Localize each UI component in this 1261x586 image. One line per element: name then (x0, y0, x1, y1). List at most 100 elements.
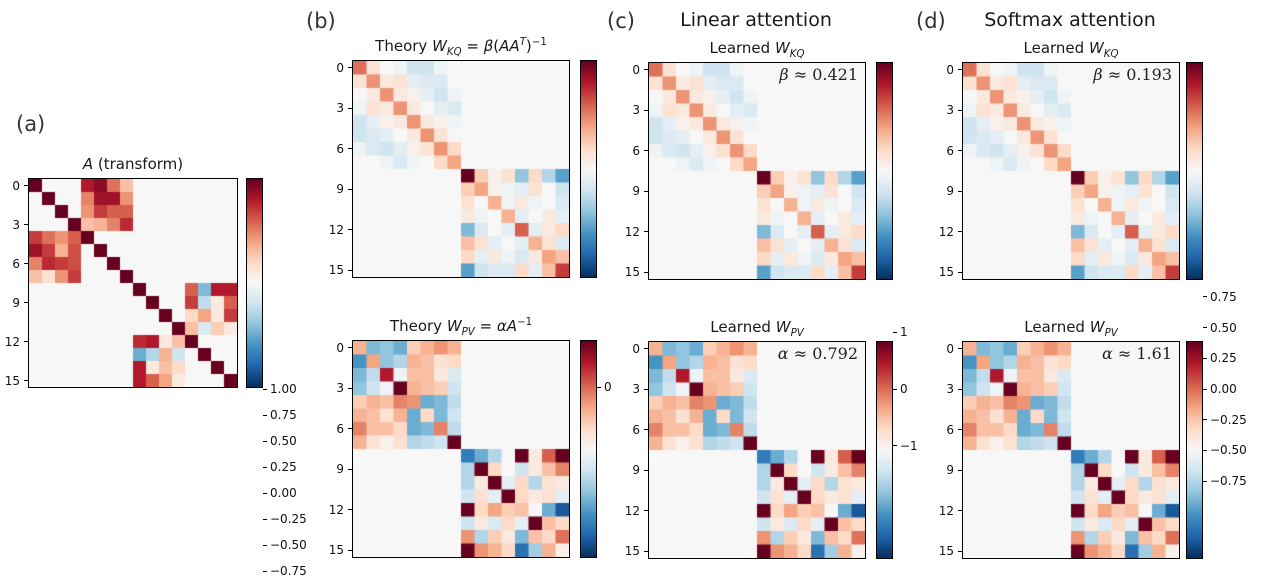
y-tick-label: 3 (946, 382, 954, 397)
colorbar-tick-mark (263, 388, 267, 390)
y-tick-mark (958, 348, 962, 350)
colorbar-tick-label: 0.25 (1210, 351, 1237, 366)
panel-label-c: (c) (607, 9, 635, 33)
y-tick-label: 15 (624, 544, 640, 559)
heatmap-canvas (352, 60, 570, 278)
plot-title: Learned WKQ (709, 39, 805, 60)
colorbar-tick-mark (263, 414, 267, 416)
panel-label-a: (a) (16, 112, 46, 136)
y-tick-label: 12 (938, 224, 954, 239)
colorbar-tick-label: −0.25 (1210, 412, 1247, 427)
y-tick-label: 0 (632, 341, 640, 356)
y-tick-label: 0 (336, 60, 344, 75)
header-softmax-attention: Softmax attention (984, 9, 1156, 31)
y-tick-label: 0 (632, 62, 640, 77)
heatmap-canvas (962, 62, 1180, 280)
y-tick-mark (644, 109, 648, 111)
colorbar: 0.75 0.50 0.25 0.00 −0.25 −0.50 −0.75 (1186, 62, 1247, 488)
y-tick-mark (958, 388, 962, 390)
colorbar-tick-label: 0.00 (270, 486, 297, 500)
y-tick-label: 12 (4, 334, 20, 349)
y-tick-label: 3 (336, 381, 344, 396)
y-tick-label: 3 (632, 103, 640, 118)
beta-annotation: β ≈ 0.421 (779, 65, 858, 84)
colorbar-tick-mark (263, 570, 267, 572)
y-tick-label: 3 (946, 103, 954, 118)
plot-title: Learned WPV (710, 318, 804, 339)
y-tick-mark (958, 271, 962, 273)
y-tick-mark (348, 509, 352, 511)
y-tick-label: 0 (946, 62, 954, 77)
colorbar-tick-label: 0.25 (270, 460, 297, 474)
y-tick-mark (958, 150, 962, 152)
y-tick-label: 6 (946, 143, 954, 158)
y-tick-label: 15 (624, 265, 640, 280)
y-tick-mark (644, 550, 648, 552)
colorbar: 0.50.0−0.5 (876, 341, 893, 559)
colorbar-tick-mark (1203, 296, 1207, 298)
colorbar-tick-mark (263, 544, 267, 546)
colorbar-tick-label: 1.00 (270, 382, 297, 396)
y-tick-mark (958, 469, 962, 471)
y-tick-label: 15 (328, 263, 344, 278)
y-tick-label: 15 (938, 265, 954, 280)
y-tick-label: 9 (632, 463, 640, 478)
plot-title: Theory WPV = αA−1 (389, 317, 533, 338)
y-tick-label: 6 (336, 421, 344, 436)
y-tick-mark (644, 429, 648, 431)
panel-label-b: (b) (306, 9, 336, 33)
colorbar-tick-label: −0.75 (270, 564, 307, 578)
y-tick-label: 6 (632, 422, 640, 437)
y-tick-mark (24, 224, 28, 225)
colorbar-tick-label: 0 (900, 382, 908, 396)
y-tick-label: 15 (328, 543, 344, 558)
y-tick-mark (644, 510, 648, 512)
y-tick-mark (644, 388, 648, 390)
y-tick-mark (644, 271, 648, 273)
y-tick-mark (958, 550, 962, 552)
y-tick-mark (348, 107, 352, 109)
y-tick-label: 3 (12, 217, 20, 232)
plot-title: Learned WKQ (1023, 39, 1119, 60)
heatmap-canvas (962, 341, 1180, 559)
y-tick-mark (348, 229, 352, 231)
y-tick-label: 0 (946, 341, 954, 356)
colorbar-tick-mark (263, 492, 267, 494)
colorbar-tick-label: 0.50 (1210, 320, 1237, 335)
colorbar: 10−1 (1186, 341, 1203, 559)
y-tick-label: 12 (328, 502, 344, 517)
colorbar-tick-label: −0.25 (270, 512, 307, 526)
y-tick-mark (958, 190, 962, 192)
panel-label-d: (d) (916, 9, 946, 33)
heatmap-canvas (648, 62, 866, 280)
y-tick-mark (644, 190, 648, 192)
y-tick-label: 9 (946, 463, 954, 478)
beta-annotation: β ≈ 0.193 (1093, 65, 1172, 84)
colorbar-tick-mark (263, 440, 267, 442)
colorbar-tick-mark (893, 331, 897, 333)
y-tick-mark (348, 67, 352, 69)
colorbar-tick-label: 1 (900, 325, 908, 340)
y-tick-mark (958, 429, 962, 431)
colorbar-tick-mark (893, 388, 897, 390)
colorbar: 0 (580, 340, 597, 558)
y-tick-mark (24, 341, 28, 342)
y-tick-mark (958, 231, 962, 233)
y-tick-mark (348, 269, 352, 271)
colorbar-tick-label: −0.75 (1210, 474, 1247, 489)
alpha-annotation: α ≈ 1.61 (1101, 344, 1172, 363)
y-tick-label: 6 (632, 143, 640, 158)
header-linear-attention: Linear attention (680, 9, 832, 31)
y-tick-mark (644, 469, 648, 471)
colorbar-tick-label: 0.50 (270, 434, 297, 448)
colorbar-tick-label: −0.50 (1210, 443, 1247, 458)
y-tick-label: 0 (336, 340, 344, 355)
y-tick-label: 15 (4, 373, 20, 388)
